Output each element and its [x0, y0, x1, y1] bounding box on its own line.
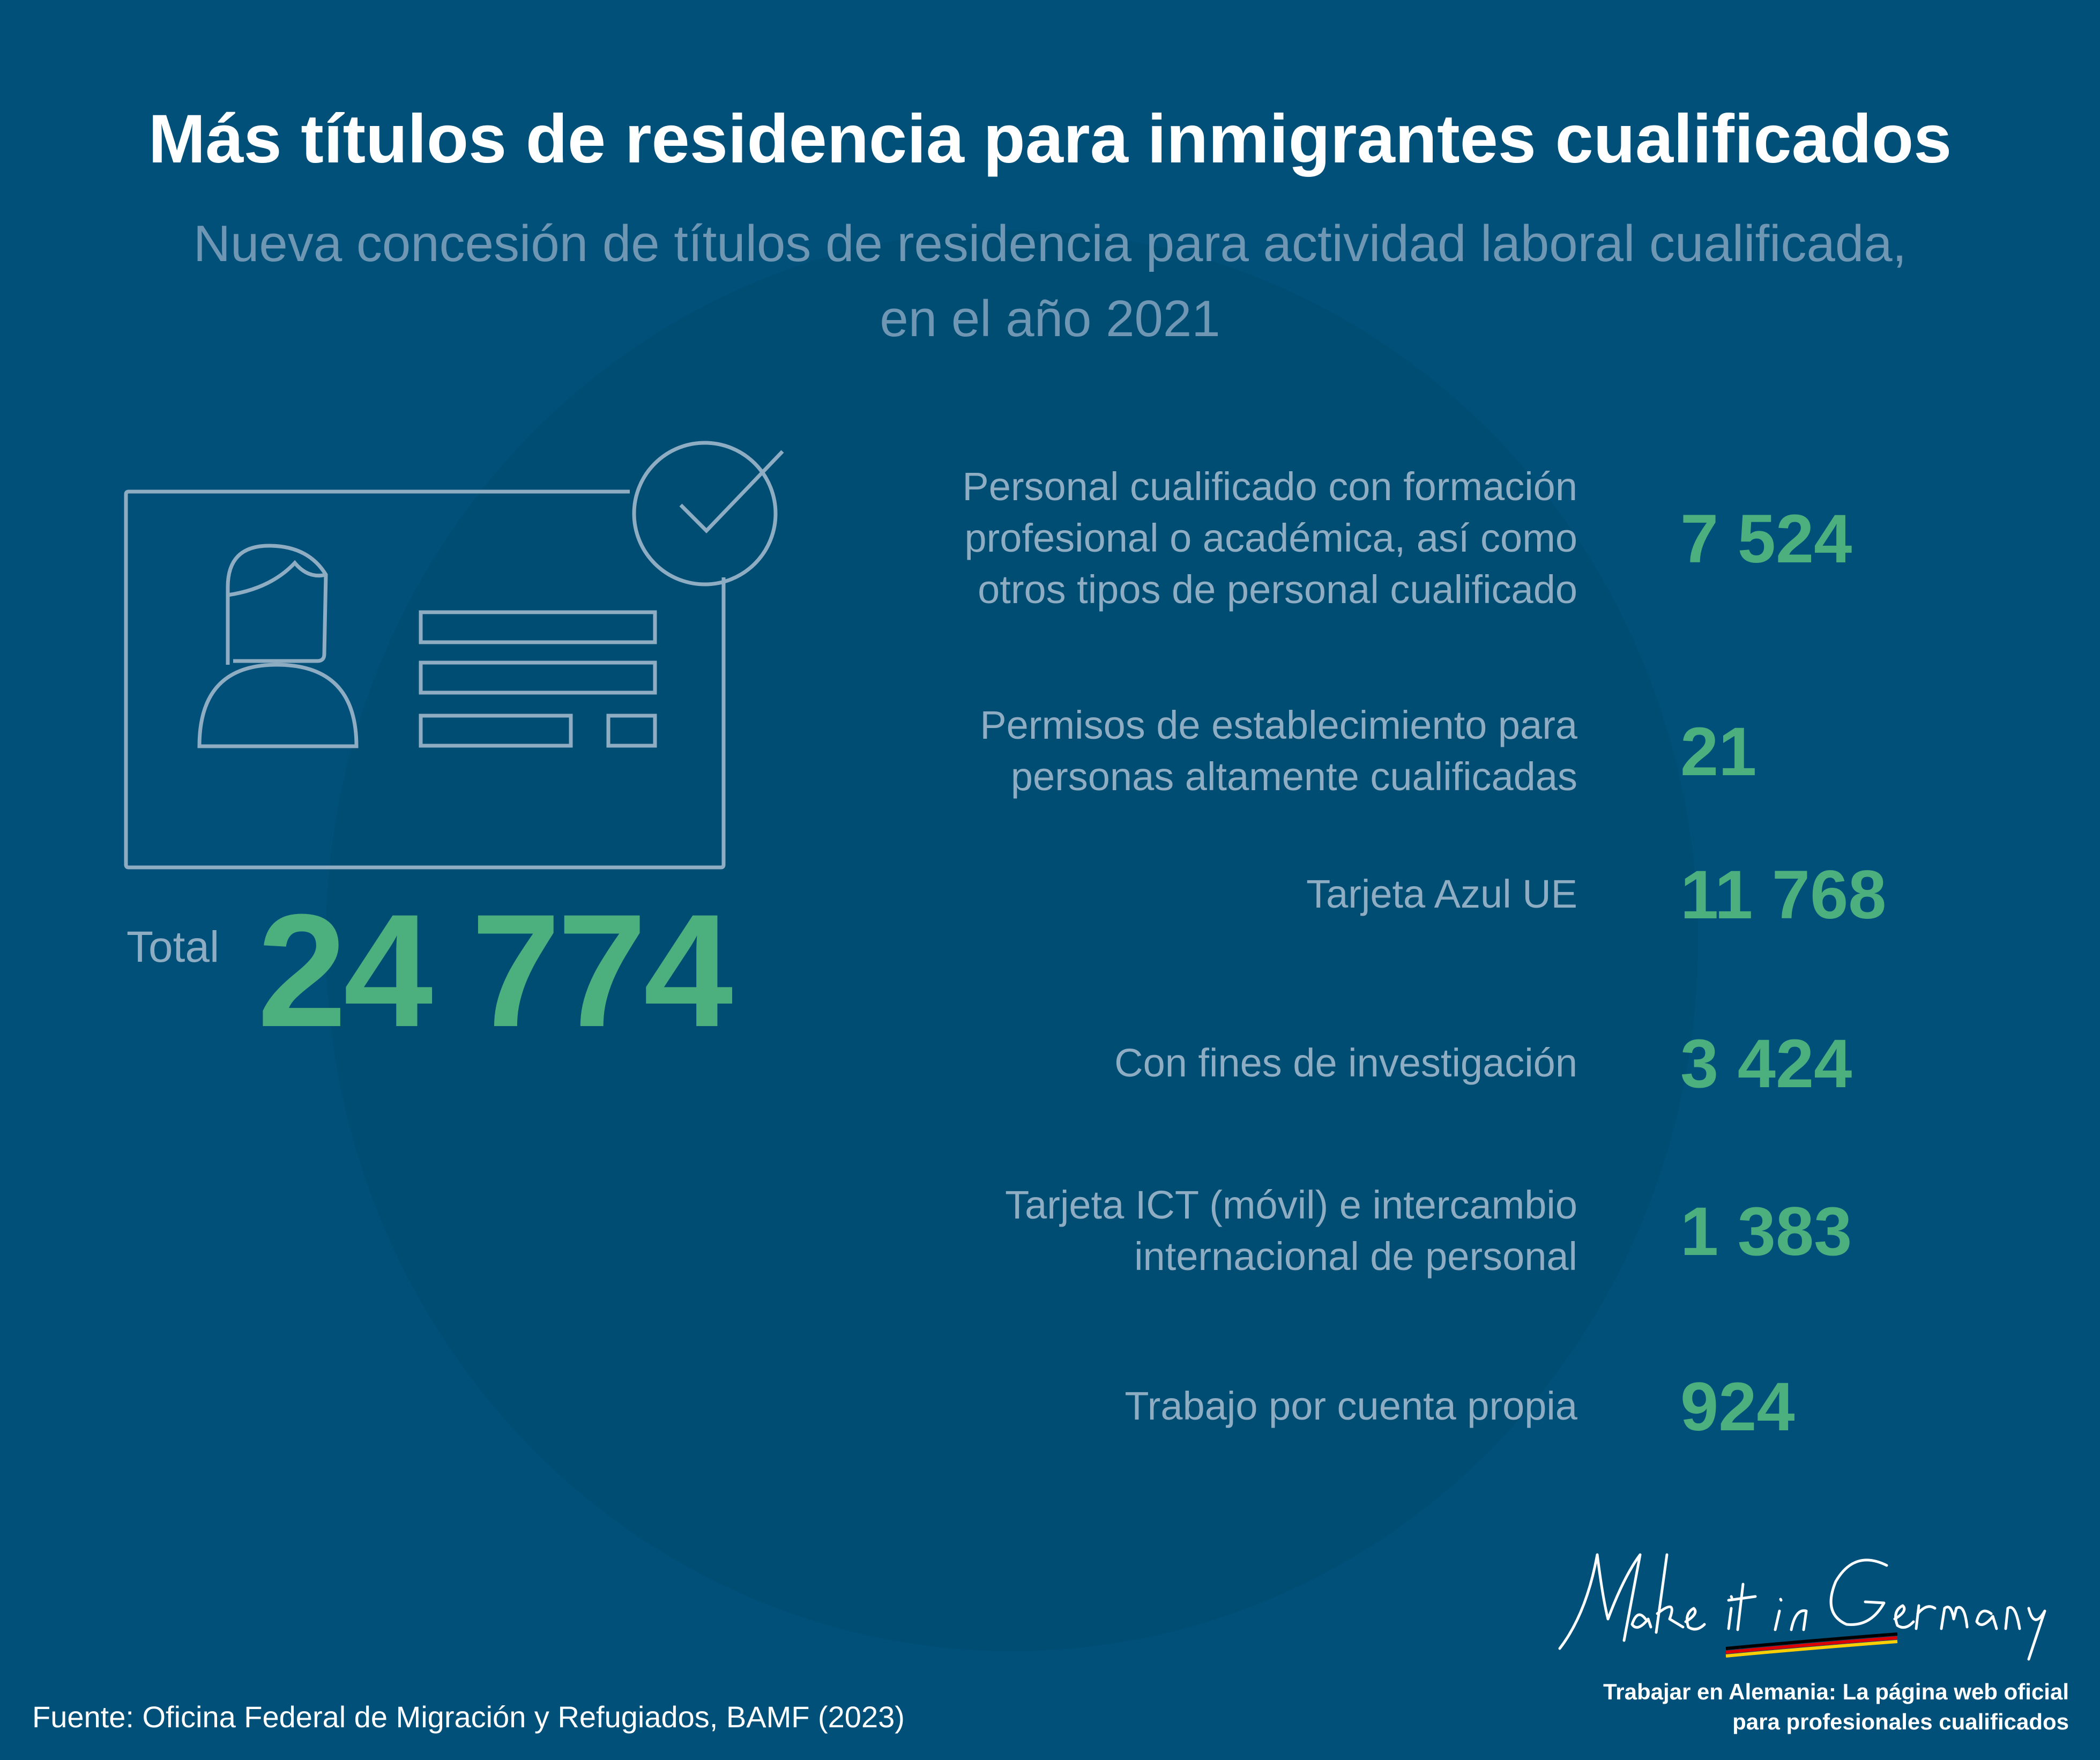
checkmark-badge-icon: [632, 441, 784, 586]
category-value: 7 524: [1680, 501, 1852, 577]
subtitle-line-2: en el año 2021: [880, 290, 1220, 347]
source-note: Fuente: Oficina Federal de Migración y R…: [32, 1700, 905, 1734]
category-label-line: otros tipos de personal cualificado: [978, 567, 1577, 612]
person-icon: [197, 544, 359, 748]
background-circle: [326, 231, 1698, 1651]
category-label-line: Tarjeta ICT (móvil) e intercambio: [1005, 1183, 1577, 1227]
category-label-line: Tarjeta Azul UE: [1306, 872, 1577, 916]
category-label-line: Trabajo por cuenta propia: [1125, 1384, 1577, 1428]
category-label-line: Personal cualificado con formación: [962, 464, 1577, 509]
make-it-in-germany-logo: [1558, 1553, 2046, 1661]
category-label-line: internacional de personal: [1134, 1234, 1577, 1279]
tagline-line-1: Trabajar en Alemania: La página web ofic…: [1603, 1679, 2069, 1704]
category-label: Personal cualificado con formación profes…: [800, 461, 1577, 615]
category-value: 1 383: [1680, 1193, 1852, 1270]
category-value: 21: [1680, 714, 1757, 790]
category-label-line: personas altamente cualificadas: [1010, 754, 1577, 799]
category-label-line: Permisos de establecimiento para: [980, 703, 1577, 747]
chart-subtitle: Nueva concesión de títulos de residencia…: [107, 206, 1993, 357]
category-label-line: profesional o académica, así como: [964, 516, 1578, 560]
category-label: Tarjeta ICT (móvil) e intercambio interna…: [800, 1179, 1577, 1282]
category-label: Tarjeta Azul UE: [800, 868, 1577, 920]
id-card-icon: [124, 441, 784, 870]
chart-title: Más títulos de residencia para inmigrant…: [148, 101, 1952, 177]
category-label-line: Con fines de investigación: [1114, 1041, 1577, 1085]
category-label: Con fines de investigación: [800, 1037, 1577, 1089]
category-value: 11 768: [1680, 857, 1887, 933]
category-value: 3 424: [1680, 1026, 1852, 1102]
subtitle-line-1: Nueva concesión de títulos de residencia…: [193, 215, 1907, 272]
total-value: 24 774: [257, 880, 733, 1060]
total-label: Total: [126, 923, 220, 971]
tagline-line-2: para profesionales cualificados: [1732, 1709, 2069, 1734]
brand-tagline: Trabajar en Alemania: La página web ofic…: [1603, 1677, 2069, 1737]
category-label: Trabajo por cuenta propia: [800, 1380, 1577, 1432]
category-value: 924: [1680, 1369, 1795, 1445]
category-label: Permisos de establecimiento para personas…: [800, 700, 1577, 803]
